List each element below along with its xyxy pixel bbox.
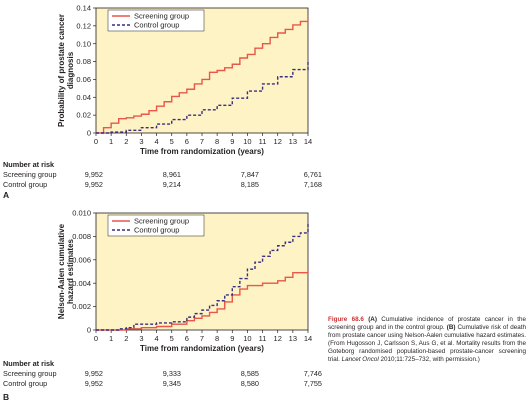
y-tick-label: 0 [87, 326, 91, 335]
y-tick-label: 0.02 [76, 111, 91, 120]
y-tick-label: 0.12 [76, 21, 91, 30]
panel-label-b: B [3, 392, 10, 402]
x-tick-label: 14 [304, 137, 312, 146]
y-tick-label: 0 [87, 129, 91, 138]
risk-value: 8,585 [240, 369, 259, 378]
y-axis-label: Probability of prostate cancerdiagnosis [57, 14, 75, 127]
risk-value: 8,961 [162, 170, 181, 179]
legend-box [107, 9, 205, 32]
x-tick-label: 13 [289, 334, 297, 343]
risk-group-label: Screening group [3, 369, 57, 378]
risk-value: 7,168 [303, 180, 322, 189]
x-axis-label: Time from randomization (years) [140, 344, 264, 353]
x-tick-label: 1 [109, 334, 113, 343]
x-tick-label: 1 [109, 137, 113, 146]
x-tick-label: 2 [124, 334, 128, 343]
x-tick-label: 10 [243, 137, 251, 146]
risk-row: Control group 9,952 9,345 8,580 7,755 [3, 379, 333, 389]
caption-text: Cumulative incidence of prostate cancer … [328, 316, 526, 331]
x-tick-label: 0 [94, 137, 98, 146]
y-tick-label: 0.008 [72, 232, 91, 241]
legend-box [107, 214, 205, 237]
risk-group-label: Control group [3, 379, 48, 388]
x-tick-label: 13 [289, 137, 297, 146]
risk-value: 8,185 [240, 180, 259, 189]
y-tick-label: 0.14 [76, 4, 91, 13]
y-tick-label: 0.10 [76, 39, 91, 48]
x-tick-label: 14 [304, 334, 312, 343]
x-tick-label: 6 [185, 137, 189, 146]
x-tick-label: 10 [243, 334, 251, 343]
caption-text: Cumulative risk of death from prostate c… [328, 323, 526, 363]
caption-journal: Lancet Oncol [341, 355, 379, 363]
x-tick-label: 9 [230, 334, 234, 343]
risk-header: Number at risk [3, 160, 55, 169]
risk-row: Control group 9,952 9,214 8,185 7,168 [3, 180, 333, 190]
caption-panel-b: (B) [446, 323, 456, 331]
risk-value: 9,214 [162, 180, 181, 189]
y-tick-label: 0.002 [72, 302, 91, 311]
y-tick-label: 0.004 [72, 279, 91, 288]
risk-table-a: Number at risk Screening group 9,952 8,9… [3, 160, 333, 190]
legend-label: Screening group [134, 12, 189, 21]
x-tick-label: 5 [170, 334, 174, 343]
legend-label: Screening group [134, 217, 189, 226]
risk-value: 7,755 [303, 379, 322, 388]
y-axis-label: Nelson-Aalen cumulativehazard estimates [57, 223, 75, 319]
risk-group-label: Control group [3, 180, 48, 189]
risk-value: 9,952 [84, 379, 103, 388]
y-tick-label: 0.006 [72, 255, 91, 264]
x-tick-label: 7 [200, 137, 204, 146]
x-tick-label: 7 [200, 334, 204, 343]
x-tick-label: 12 [274, 137, 282, 146]
risk-value: 7,746 [303, 369, 322, 378]
x-tick-label: 3 [139, 334, 143, 343]
panel-label-a: A [3, 190, 10, 200]
x-tick-label: 6 [185, 334, 189, 343]
caption-label: Figure 68.6 [328, 316, 364, 323]
x-axis-label: Time from randomization (years) [140, 147, 264, 156]
legend-label: Control group [134, 21, 179, 30]
x-tick-label: 11 [259, 137, 267, 146]
x-tick-label: 9 [230, 137, 234, 146]
series-line-screening-group [96, 270, 309, 331]
x-tick-label: 11 [259, 334, 267, 343]
y-tick-label: 0.010 [72, 209, 91, 218]
y-tick-label: 0.08 [76, 57, 91, 66]
x-tick-label: 4 [154, 334, 158, 343]
risk-value: 9,952 [84, 180, 103, 189]
x-tick-label: 12 [274, 334, 282, 343]
x-tick-label: 8 [215, 334, 219, 343]
x-tick-label: 0 [94, 334, 98, 343]
risk-row: Screening group 9,952 8,961 7,847 6,761 [3, 170, 333, 180]
x-tick-label: 4 [154, 137, 158, 146]
risk-value: 6,761 [303, 170, 322, 179]
x-tick-label: 8 [215, 137, 219, 146]
risk-value: 9,952 [84, 170, 103, 179]
series-line-control-group [96, 223, 309, 331]
risk-table-b: Number at risk Screening group 9,952 9,3… [3, 359, 333, 389]
x-tick-label: 3 [139, 137, 143, 146]
risk-value: 9,333 [162, 369, 181, 378]
risk-value: 9,952 [84, 369, 103, 378]
risk-header: Number at risk [3, 359, 55, 368]
caption-text: 2010;11:725–732, with permission.) [378, 355, 480, 363]
y-tick-label: 0.04 [76, 93, 91, 102]
plot-panel-a: 00.020.040.060.080.100.120.140 1 2 3 4 5 6 7 8 9 1… [57, 4, 312, 156]
legend-label: Control group [134, 226, 179, 235]
y-tick-label: 0.06 [76, 75, 91, 84]
figure-caption: Figure 68.6 (A) Cumulative incidence of … [328, 316, 526, 363]
x-tick-label: 5 [170, 137, 174, 146]
risk-group-label: Screening group [3, 170, 57, 179]
series-line-screening-group [96, 18, 309, 134]
x-tick-label: 2 [124, 137, 128, 146]
risk-value: 7,847 [240, 170, 259, 179]
risk-value: 8,580 [240, 379, 259, 388]
risk-value: 9,345 [162, 379, 181, 388]
caption-panel-a: (A) [368, 316, 377, 323]
risk-row: Screening group 9,952 9,333 8,585 7,746 [3, 369, 333, 379]
